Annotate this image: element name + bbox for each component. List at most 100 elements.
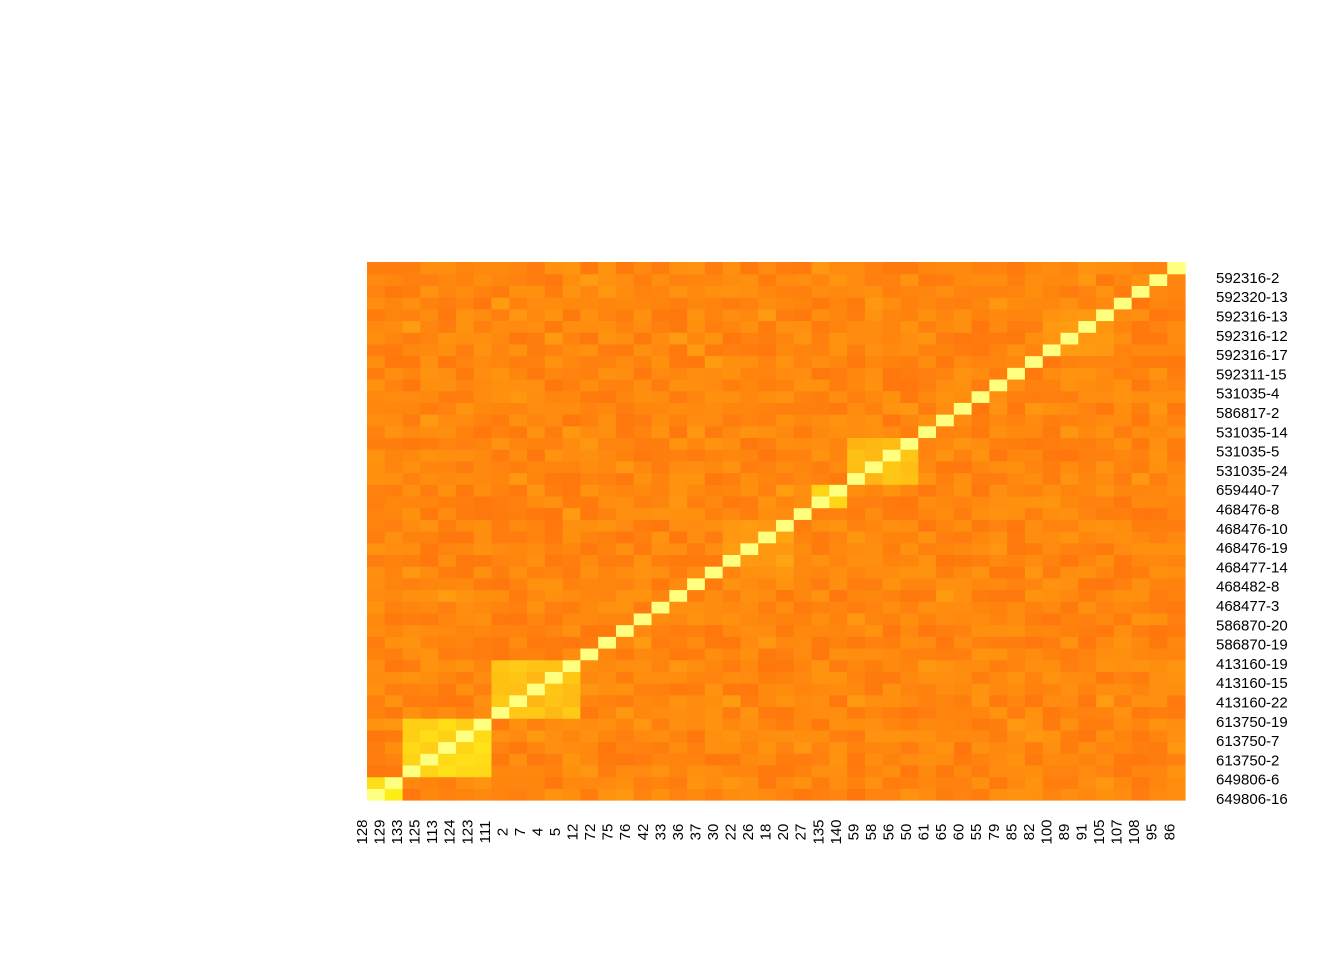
heatmap-cell xyxy=(953,390,973,403)
heatmap-cell xyxy=(793,390,813,403)
heatmap-cell xyxy=(438,378,457,392)
heatmap-cell xyxy=(1113,647,1133,661)
heatmap-cell xyxy=(811,507,830,520)
heatmap-cell xyxy=(864,437,884,450)
heatmap-cell xyxy=(438,519,457,532)
heatmap-cell xyxy=(811,729,830,743)
heatmap-cell xyxy=(953,378,973,392)
heatmap-cell xyxy=(740,449,759,462)
heatmap-cell xyxy=(527,647,546,661)
heatmap-cells xyxy=(367,262,1186,801)
heatmap-cell xyxy=(473,729,493,743)
heatmap-cell xyxy=(509,764,528,778)
heatmap-cell xyxy=(1007,554,1026,567)
heatmap-cell xyxy=(953,788,973,801)
heatmap-cell xyxy=(776,285,795,298)
heatmap-cell xyxy=(847,297,866,310)
heatmap-cell xyxy=(473,589,493,602)
heatmap-cell xyxy=(687,390,706,403)
heatmap-cell xyxy=(491,378,510,392)
heatmap-cell xyxy=(402,659,421,672)
heatmap-cell xyxy=(402,437,421,450)
heatmap-cell xyxy=(918,776,937,789)
heatmap-cell xyxy=(793,659,813,672)
heatmap-cell xyxy=(455,484,475,497)
heatmap-cell xyxy=(455,636,475,649)
heatmap-cell xyxy=(1096,776,1115,789)
heatmap-cell xyxy=(580,390,599,403)
heatmap-cell xyxy=(758,437,777,450)
heatmap-cell xyxy=(936,624,955,637)
heatmap-cell xyxy=(1131,566,1151,579)
heatmap-cell xyxy=(687,624,706,637)
heatmap-cell xyxy=(420,519,439,532)
heatmap-cell xyxy=(864,624,884,637)
heatmap-cell xyxy=(1060,542,1079,555)
heatmap-cell xyxy=(1078,519,1097,532)
heatmap-cell xyxy=(562,542,581,555)
heatmap-cell xyxy=(1007,414,1026,427)
heatmap-cell xyxy=(1024,367,1044,380)
heatmap-cell xyxy=(811,764,830,778)
heatmap-cell xyxy=(669,764,688,778)
heatmap-cell xyxy=(687,332,706,345)
heatmap-cell xyxy=(669,437,688,450)
heatmap-cell xyxy=(580,507,599,520)
heatmap-cell xyxy=(989,531,1008,544)
heatmap-cell xyxy=(384,566,404,579)
heatmap-cell xyxy=(1131,741,1151,754)
heatmap-cell xyxy=(704,425,724,439)
heatmap-cell xyxy=(420,262,439,275)
heatmap-cell xyxy=(740,367,759,380)
heatmap-cell xyxy=(740,519,759,532)
heatmap-cell xyxy=(900,601,919,614)
heatmap-cell xyxy=(455,472,475,485)
heatmap-cell xyxy=(989,589,1008,602)
heatmap-cell xyxy=(776,636,795,649)
heatmap-cell xyxy=(1042,378,1062,392)
heatmap-cell xyxy=(1131,273,1151,286)
heatmap-cell xyxy=(527,753,546,766)
heatmap-cell xyxy=(473,683,493,696)
heatmap-cell xyxy=(1042,332,1062,345)
heatmap-cell xyxy=(1060,378,1079,392)
y-tick-label: 586870-19 xyxy=(1216,637,1288,654)
heatmap-cell xyxy=(633,729,653,743)
heatmap-diagonal-cell xyxy=(402,764,421,778)
heatmap-cell xyxy=(864,495,884,509)
heatmap-cell xyxy=(882,378,902,392)
heatmap-cell xyxy=(1007,683,1026,696)
heatmap-cell xyxy=(722,285,742,298)
heatmap-cell xyxy=(1113,729,1133,743)
heatmap-cell xyxy=(793,484,813,497)
heatmap-cell xyxy=(669,531,688,544)
heatmap-cell xyxy=(900,320,919,333)
heatmap-cell xyxy=(936,355,955,368)
heatmap-cell xyxy=(509,378,528,392)
heatmap-cell xyxy=(722,601,742,614)
heatmap-cell xyxy=(438,671,457,684)
heatmap-cell xyxy=(758,671,777,684)
heatmap-cell xyxy=(704,308,724,322)
heatmap-cell xyxy=(1113,531,1133,544)
heatmap-cell xyxy=(1167,542,1186,555)
heatmap-cell xyxy=(669,262,688,275)
heatmap-cell xyxy=(455,741,475,754)
y-tick-label: 531035-14 xyxy=(1216,424,1288,441)
heatmap-cell xyxy=(1113,320,1133,333)
heatmap-cell xyxy=(1149,531,1168,544)
heatmap-cell xyxy=(1131,764,1151,778)
heatmap-cell xyxy=(971,566,990,579)
heatmap-cell xyxy=(562,577,581,591)
heatmap-cell xyxy=(1167,624,1186,637)
heatmap-cell xyxy=(367,519,386,532)
heatmap-cell xyxy=(989,577,1008,591)
heatmap-cell xyxy=(811,308,830,322)
heatmap-cell xyxy=(580,694,599,708)
heatmap-cell xyxy=(491,694,510,708)
heatmap-cell xyxy=(651,636,670,649)
heatmap-cell xyxy=(1096,519,1115,532)
heatmap-cell xyxy=(1024,788,1044,801)
heatmap-cell xyxy=(1078,495,1097,509)
